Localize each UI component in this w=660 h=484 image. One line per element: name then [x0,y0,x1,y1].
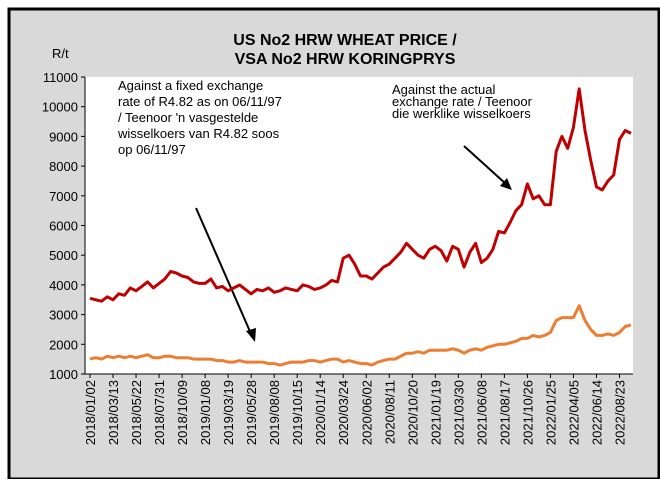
line-series [89,87,632,303]
y-tick-label: 3000 [49,308,78,323]
x-tick-label: 2018/07/31 [152,380,167,445]
x-tick-label: 2020/08/11 [382,380,397,444]
annotation-line: die werklike wisselkoers [392,106,531,121]
arrow [195,207,253,337]
y-tick-label: 9000 [49,129,78,144]
x-tick-label: 2018/03/13 [106,380,121,445]
x-tick-label: 2021/10/26 [520,380,535,445]
arrow-head [500,178,512,190]
chart-title: VSA No2 HRW KORINGPRYS [235,51,456,68]
y-axis-label: R/t [52,46,69,61]
annotation-line: rate of R4.82 as on 06/11/97 [118,94,282,109]
annotation-line: op 06/11/97 [118,142,186,157]
x-tick-label: 2021/01/19 [428,380,443,445]
chart-title: US No2 HRW WHEAT PRICE / [233,32,457,49]
annotation-line: Against a fixed exchange [118,78,263,93]
x-tick-label: 2019/01/08 [198,380,213,445]
x-tick-label: 2022/01/25 [543,380,558,445]
y-tick-label: 4000 [49,278,78,293]
x-tick-label: 2022/04/05 [566,380,581,445]
x-tick-label: 2020/06/02 [359,380,374,445]
arrow-head [246,328,256,342]
x-tick-label: 2021/03/30 [451,380,466,445]
x-tick-label: 2018/10/09 [175,380,190,445]
annotation-line: Against the actual [392,82,495,97]
x-tick-label: 2020/03/24 [336,380,351,445]
x-tick-label: 2020/10/20 [405,380,420,445]
annotation-line: wisselkoers van R4.82 soos [117,126,280,141]
y-tick-label: 1000 [49,367,78,382]
x-tick-label: 2019/03/19 [221,380,236,445]
x-tick-label: 2020/01/14 [313,380,328,445]
x-tick-label: 2022/06/14 [589,380,604,445]
arrow [463,145,507,185]
y-tick-label: 10000 [42,100,78,115]
y-tick-label: 5000 [49,248,78,263]
x-tick-label: 2019/10/15 [290,380,305,445]
y-tick-label: 2000 [49,337,78,352]
y-tick-label: 11000 [43,70,78,85]
x-tick-label: 2019/08/08 [267,380,282,445]
y-tick-label: 7000 [49,189,78,204]
x-tick-label: 2018/05/22 [129,380,144,445]
x-tick-label: 2018/01/02 [83,380,98,445]
x-tick-label: 2022/08/23 [612,380,627,445]
x-tick-label: 2021/08/17 [497,380,512,445]
annotation-line: / Teenoor 'n vasgestelde [118,110,258,125]
x-tick-label: 2021/06/08 [474,380,489,445]
plot-area [85,77,633,374]
y-tick-label: 6000 [49,219,78,234]
x-tick-label: 2019/05/28 [244,380,259,445]
y-tick-label: 8000 [49,159,78,174]
annotation-line: exchange rate / Teenoor [392,94,533,109]
line-series [89,304,632,367]
